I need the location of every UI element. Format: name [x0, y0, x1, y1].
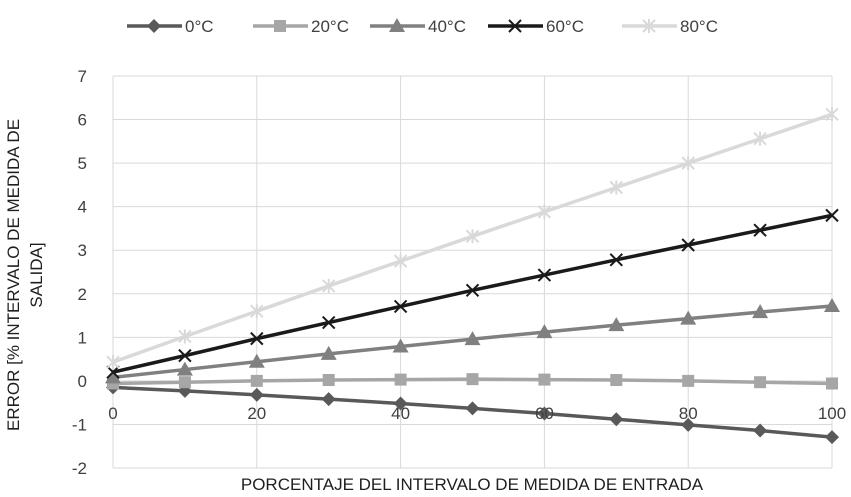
series-20c	[107, 373, 838, 390]
data-point	[248, 353, 265, 368]
x-tick-label: 100	[818, 404, 846, 423]
legend-item-40c: 40°C	[370, 17, 466, 36]
data-point	[178, 348, 192, 363]
series-layer	[105, 107, 840, 445]
data-point	[106, 355, 120, 370]
data-point	[394, 373, 407, 386]
series-40c	[105, 297, 840, 384]
legend-marker	[274, 20, 286, 32]
data-point	[753, 423, 768, 438]
y-axis-ticks: -2 -1 0 1 2 3 4 5 6 7	[72, 67, 87, 478]
data-point	[609, 180, 624, 195]
data-point	[176, 361, 193, 376]
series-80c	[106, 107, 839, 370]
data-point	[609, 412, 624, 427]
data-point	[681, 238, 695, 252]
legend-label: 40°C	[428, 17, 466, 36]
x-axis-title: PORCENTAJE DEL INTERVALO DE MEDIDA DE EN…	[241, 475, 704, 494]
data-point	[249, 387, 264, 402]
legend-item-20c: 20°C	[253, 17, 349, 36]
legend-item-80c: 80°C	[622, 17, 718, 36]
series-60c	[106, 208, 839, 379]
data-point	[106, 365, 120, 379]
data-point	[825, 208, 839, 223]
data-point	[680, 310, 697, 325]
data-point	[682, 374, 695, 387]
data-point	[753, 223, 767, 237]
x-axis-ticks: 0 20 40 60 80 100	[108, 404, 846, 423]
data-point	[321, 392, 336, 407]
data-point	[393, 254, 408, 269]
legend-label: 60°C	[546, 17, 584, 36]
legend-label: 0°C	[185, 17, 214, 36]
data-point	[320, 345, 337, 360]
data-point	[681, 156, 695, 171]
data-point	[826, 377, 838, 390]
y-tick-label: -1	[72, 415, 87, 434]
y-tick-label: 7	[78, 67, 87, 86]
data-point	[466, 373, 479, 386]
data-point	[393, 299, 408, 314]
y-tick-label: 0	[78, 372, 87, 391]
y-tick-label: 5	[78, 154, 87, 173]
data-point	[825, 107, 839, 122]
y-axis-title: ERROR [% INTERVALO DE MEDIDA DE SALIDA]	[4, 119, 46, 431]
series-0c	[106, 380, 839, 445]
data-point	[752, 304, 769, 319]
y-tick-label: 6	[78, 111, 87, 130]
data-point	[178, 329, 192, 344]
legend-marker	[642, 19, 656, 33]
legend: 0°C 20°C 40°C 60°C 80°C	[127, 17, 718, 36]
x-tick-label: 20	[247, 404, 266, 423]
data-point	[825, 430, 839, 445]
legend-item-60c: 60°C	[488, 17, 584, 36]
data-point	[824, 297, 840, 312]
x-tick-label: 60	[535, 404, 554, 423]
y-tick-label: 2	[78, 285, 87, 304]
data-point	[536, 324, 553, 339]
legend-marker	[147, 19, 161, 33]
x-tick-label: 40	[391, 404, 410, 423]
data-point	[538, 373, 551, 386]
y-axis-title-line-1: ERROR [% INTERVALO DE MEDIDA DE	[4, 119, 23, 431]
data-point	[464, 331, 481, 346]
legend-label: 80°C	[680, 17, 718, 36]
data-point	[610, 374, 623, 387]
data-point	[250, 331, 264, 346]
data-point	[609, 253, 624, 267]
y-axis-title-line-2: SALIDA]	[27, 242, 46, 307]
legend-label: 20°C	[311, 17, 349, 36]
legend-marker	[389, 18, 405, 32]
y-tick-label: 3	[78, 241, 87, 260]
data-point	[753, 131, 767, 146]
x-tick-label: 0	[108, 404, 117, 423]
data-point	[321, 278, 336, 293]
x-tick-label: 80	[679, 404, 698, 423]
data-point	[465, 401, 480, 416]
data-point	[322, 374, 335, 387]
data-point	[250, 374, 263, 387]
data-point	[681, 417, 696, 432]
legend-marker	[508, 19, 522, 33]
data-point	[537, 204, 552, 219]
data-point	[393, 396, 408, 411]
data-point	[537, 268, 552, 282]
y-tick-label: 4	[78, 198, 87, 217]
data-point	[465, 229, 480, 244]
data-point	[250, 304, 264, 319]
data-point	[537, 406, 552, 421]
legend-item-0c: 0°C	[127, 17, 214, 36]
data-point	[321, 315, 336, 330]
data-point	[608, 317, 625, 332]
y-tick-label: 1	[78, 328, 87, 347]
data-point	[105, 369, 121, 384]
data-point	[465, 283, 480, 298]
data-point	[754, 376, 767, 389]
data-point	[392, 338, 409, 353]
y-tick-label: -2	[72, 459, 87, 478]
data-point	[178, 376, 191, 389]
